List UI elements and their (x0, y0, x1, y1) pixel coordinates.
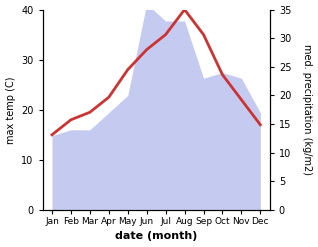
X-axis label: date (month): date (month) (115, 231, 197, 242)
Y-axis label: max temp (C): max temp (C) (5, 76, 16, 144)
Y-axis label: med. precipitation (kg/m2): med. precipitation (kg/m2) (302, 44, 313, 175)
